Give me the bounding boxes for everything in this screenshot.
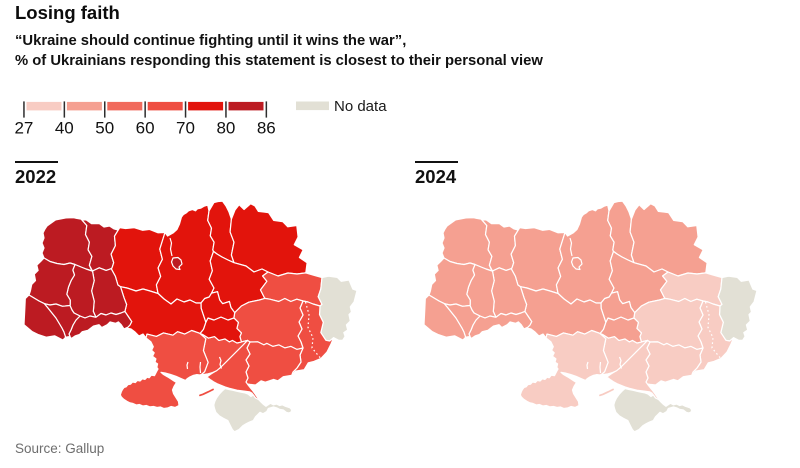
svg-text:70: 70: [176, 119, 195, 138]
svg-text:No data: No data: [334, 98, 387, 115]
svg-text:40: 40: [55, 119, 74, 138]
svg-text:27: 27: [14, 119, 33, 138]
svg-text:50: 50: [95, 119, 114, 138]
svg-text:60: 60: [136, 119, 155, 138]
svg-text:80: 80: [216, 119, 235, 138]
svg-text:86: 86: [257, 119, 276, 138]
